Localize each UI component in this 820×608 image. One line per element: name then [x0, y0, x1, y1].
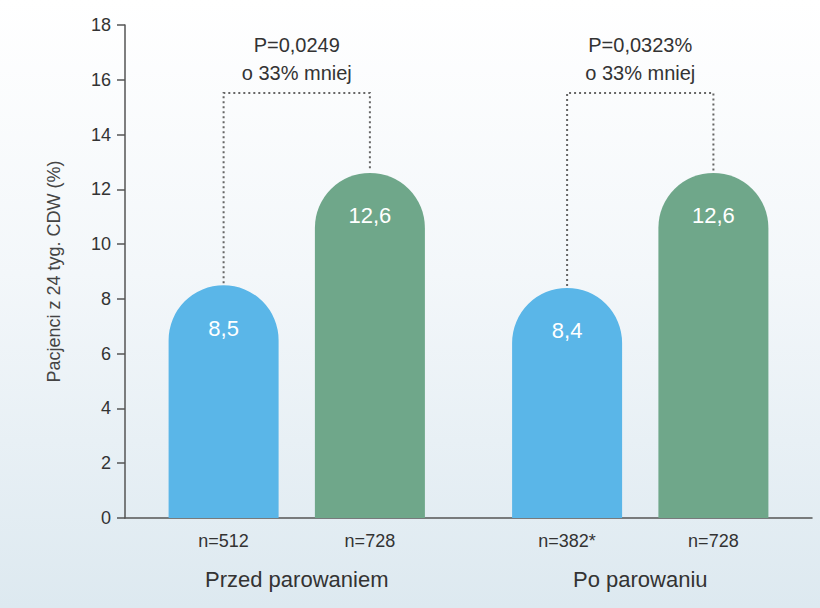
- svg-text:2: 2: [101, 453, 111, 473]
- svg-text:Po parowaniu: Po parowaniu: [573, 567, 708, 592]
- svg-text:o 33% mniej: o 33% mniej: [585, 62, 695, 84]
- svg-text:8: 8: [101, 289, 111, 309]
- svg-text:12,6: 12,6: [348, 203, 391, 228]
- svg-text:n=728: n=728: [345, 531, 396, 551]
- svg-text:6: 6: [101, 344, 111, 364]
- svg-text:n=512: n=512: [198, 531, 249, 551]
- svg-text:Pacjenci z 24 tyg. CDW (%): Pacjenci z 24 tyg. CDW (%): [44, 160, 64, 382]
- svg-text:0: 0: [101, 508, 111, 528]
- svg-text:4: 4: [101, 398, 111, 418]
- svg-text:8,4: 8,4: [552, 318, 583, 343]
- svg-text:P=0,0249: P=0,0249: [254, 34, 340, 56]
- svg-text:18: 18: [91, 15, 111, 35]
- svg-text:8,5: 8,5: [208, 316, 239, 341]
- svg-text:12: 12: [91, 179, 111, 199]
- svg-text:P=0,0323%: P=0,0323%: [588, 34, 692, 56]
- svg-text:12,6: 12,6: [692, 203, 735, 228]
- svg-text:16: 16: [91, 70, 111, 90]
- svg-text:Przed parowaniem: Przed parowaniem: [205, 567, 388, 592]
- svg-text:o 33% mniej: o 33% mniej: [242, 62, 352, 84]
- svg-text:n=728: n=728: [688, 531, 739, 551]
- svg-text:10: 10: [91, 234, 111, 254]
- svg-text:n=382*: n=382*: [538, 531, 596, 551]
- svg-text:14: 14: [91, 125, 111, 145]
